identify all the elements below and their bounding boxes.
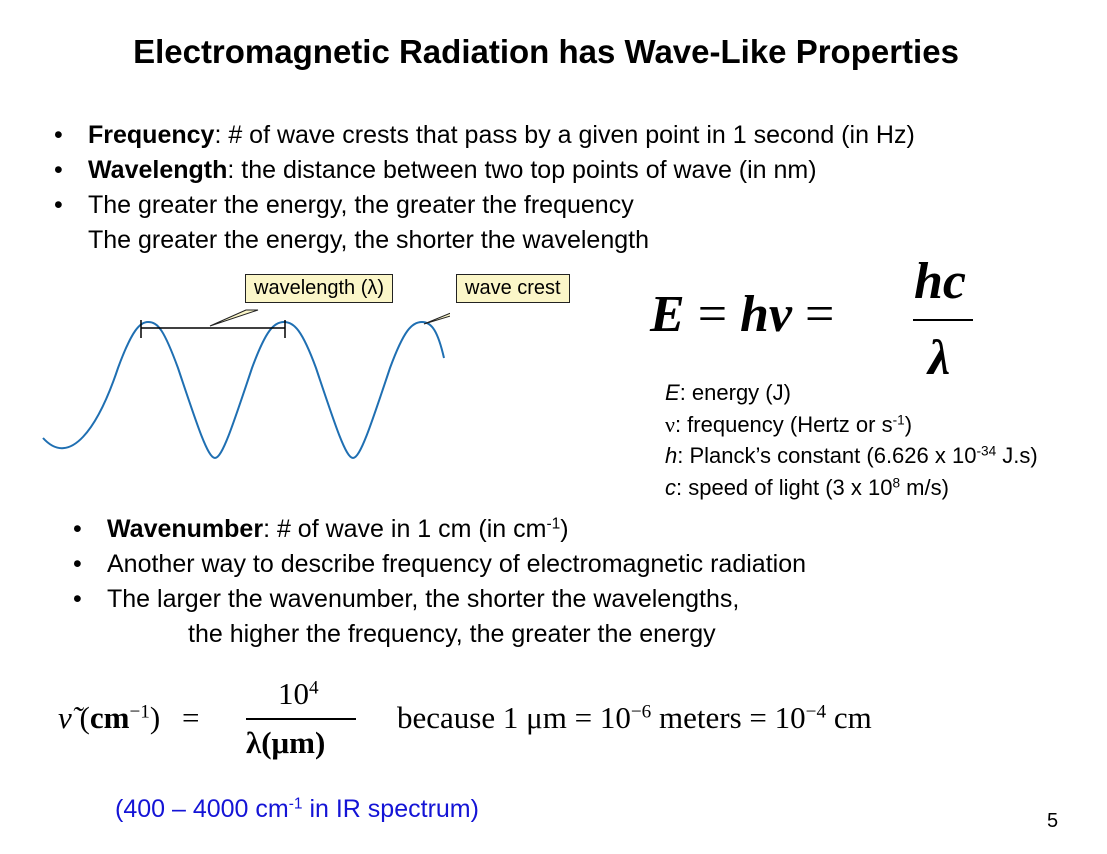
bullet-wavenumber: • Wavenumber: # of wave in 1 cm (in cm-1) bbox=[73, 512, 569, 547]
because-sup-1: −6 bbox=[630, 701, 652, 723]
def-tail: ) bbox=[904, 411, 913, 437]
bullet-tail: ) bbox=[560, 515, 569, 543]
wavenumber-symbol: ν̃ bbox=[58, 700, 72, 735]
term-wavelength: Wavelength bbox=[88, 156, 228, 184]
bullet-text: Another way to describe frequency of ele… bbox=[107, 550, 806, 578]
bullet-frequency: • Frequency: # of wave crests that pass b… bbox=[54, 118, 915, 153]
wavenumber-fraction-line bbox=[246, 718, 356, 720]
bullet-another-way: • Another way to describe frequency of el… bbox=[73, 547, 806, 582]
bullet-wavelength: • Wavelength: the distance between two to… bbox=[54, 153, 817, 188]
wavenumber-lhs: ν̃ (cm−1) = bbox=[58, 700, 200, 735]
eq-equals: = bbox=[697, 286, 728, 343]
def-sym: h bbox=[665, 443, 678, 468]
wavenumber-because: because 1 μm = 10−6 meters = 10−4 cm bbox=[397, 700, 872, 736]
bullet-text: : the distance between two top points of… bbox=[227, 156, 817, 184]
because-sup-2: −4 bbox=[805, 701, 827, 723]
def-text: : energy (J) bbox=[679, 380, 791, 405]
def-frequency: ν: frequency (Hertz or s-1) bbox=[665, 409, 1038, 441]
wavenumber-numerator: 104 bbox=[278, 676, 319, 712]
callout-pointer-crest bbox=[423, 312, 450, 325]
page-number: 5 bbox=[1047, 810, 1059, 832]
def-sym: c bbox=[665, 474, 676, 500]
def-text: : frequency (Hertz or s bbox=[674, 411, 893, 437]
ir-range-note: (400 – 4000 cm-1 in IR spectrum) bbox=[115, 795, 479, 824]
bullet-dot: • bbox=[73, 515, 82, 543]
wavenumber-unit-sup: −1 bbox=[129, 701, 150, 723]
def-text: : speed of light (3 x 10 bbox=[676, 474, 893, 500]
slide-title: Electromagnetic Radiation has Wave-Like … bbox=[133, 33, 959, 70]
wave-curve bbox=[42, 320, 445, 460]
callout-pointer-wavelength bbox=[209, 309, 259, 327]
bullet-text: The greater the energy, the greater the … bbox=[88, 191, 634, 219]
equation-definitions: E: energy (J) ν: frequency (Hertz or s-1… bbox=[665, 377, 1038, 503]
bullet-energy: • The greater the energy, the greater the… bbox=[54, 188, 649, 258]
def-tail: m/s) bbox=[900, 474, 949, 500]
bullet-continuation: the higher the frequency, the greater th… bbox=[188, 620, 716, 648]
wave-diagram bbox=[42, 309, 450, 460]
wavenumber-equals: = bbox=[181, 700, 200, 735]
bullet-larger-wavenumber: • The larger the wavenumber, the shorter … bbox=[73, 582, 740, 617]
def-text: : Planck’s constant (6.626 x 10 bbox=[677, 443, 977, 468]
def-tail: J.s) bbox=[996, 443, 1038, 468]
numerator-base: 10 bbox=[278, 676, 309, 711]
term-wavenumber: Wavenumber bbox=[107, 515, 264, 543]
bullet-text: The larger the wavenumber, the shorter t… bbox=[107, 585, 740, 613]
eq-fraction-line bbox=[913, 319, 973, 321]
bullet-dot: • bbox=[54, 121, 63, 149]
def-sym: ν bbox=[665, 411, 675, 437]
energy-equation: E = hν = bbox=[650, 285, 834, 344]
eq-numerator: hc bbox=[914, 253, 966, 310]
ir-note-sup: -1 bbox=[288, 795, 303, 813]
eq-equals-2: = bbox=[805, 286, 835, 343]
def-sup: -34 bbox=[976, 443, 997, 459]
bullet-text: : # of wave crests that pass by a given … bbox=[214, 121, 915, 149]
because-mid: meters = 10 bbox=[651, 700, 806, 735]
bullet-dot: • bbox=[54, 156, 63, 184]
def-light-speed: c: speed of light (3 x 108 m/s) bbox=[665, 472, 1038, 504]
bullet-dot: • bbox=[73, 585, 82, 613]
def-sym: E bbox=[665, 380, 680, 405]
wavenumber-denominator: λ(μm) bbox=[246, 725, 326, 760]
because-text: because 1 μm = 10 bbox=[397, 700, 631, 735]
bullet-sup: -1 bbox=[546, 515, 561, 533]
def-sup: 8 bbox=[892, 475, 901, 490]
numerator-sup: 4 bbox=[309, 677, 319, 699]
def-sup: -1 bbox=[892, 412, 905, 427]
bullet-dot: • bbox=[73, 550, 82, 578]
callout-wave-crest: wave crest bbox=[456, 274, 570, 303]
bullet-dot: • bbox=[54, 191, 63, 219]
callout-wavelength: wavelength (λ) bbox=[245, 274, 394, 303]
eq-lhs: E bbox=[650, 286, 685, 343]
def-planck: h: Planck’s constant (6.626 x 10-34 J.s) bbox=[665, 440, 1038, 472]
bullet-continuation: The greater the energy, the shorter the … bbox=[88, 226, 649, 254]
ir-note-text: (400 – 4000 cm bbox=[115, 795, 289, 823]
def-energy: E: energy (J) bbox=[665, 377, 1038, 409]
eq-denominator: λ bbox=[928, 329, 951, 385]
bullet-text: : # of wave in 1 cm (in cm bbox=[263, 515, 547, 543]
wavenumber-unit: cm bbox=[89, 700, 130, 735]
eq-middle: hν bbox=[740, 286, 793, 343]
term-frequency: Frequency bbox=[88, 121, 215, 149]
because-tail: cm bbox=[826, 700, 872, 735]
ir-note-tail: in IR spectrum) bbox=[302, 795, 479, 823]
